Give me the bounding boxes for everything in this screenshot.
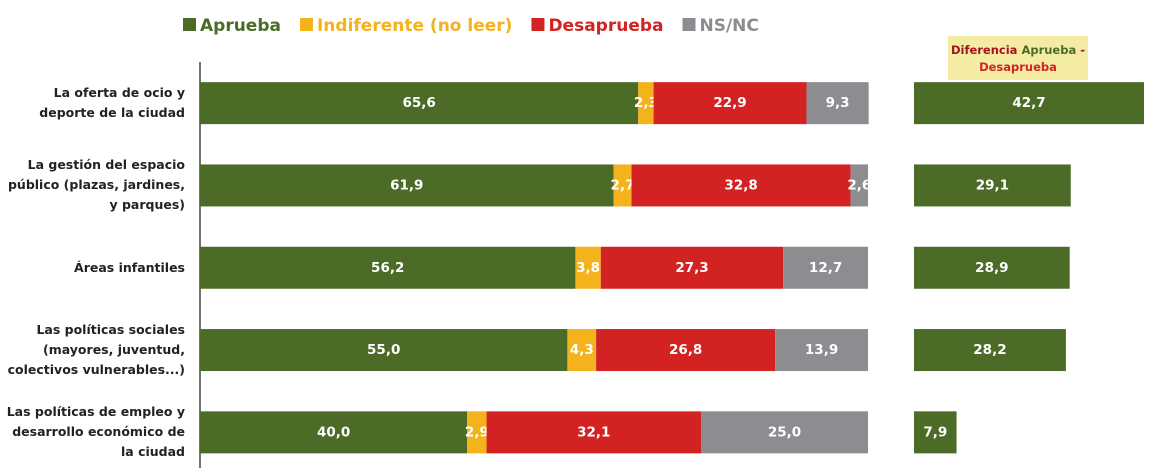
data-label: 2,6	[847, 177, 871, 193]
data-label: 26,8	[669, 342, 702, 358]
legend-swatch	[299, 18, 313, 31]
bar-segment	[850, 164, 868, 207]
data-label: 25,0	[768, 424, 801, 440]
category-label: Las políticas sociales (mayores, juventu…	[7, 322, 185, 378]
bar-segment	[200, 411, 468, 454]
bar-segment	[613, 164, 632, 207]
category-label: La gestión del espacio público (plazas, …	[7, 157, 185, 213]
diff-bar	[914, 246, 1070, 289]
category-label: Áreas infantiles	[74, 259, 185, 275]
data-label: 27,3	[675, 260, 708, 276]
diff-title: Diferencia Aprueba -	[951, 43, 1085, 57]
data-label: 13,9	[805, 342, 838, 358]
diff-label: 29,1	[976, 177, 1009, 193]
diff-header-box	[948, 36, 1088, 80]
bar-segment	[200, 164, 614, 207]
bar-segment	[701, 411, 868, 454]
data-label: 22,9	[713, 95, 746, 111]
legend-label: Aprueba	[200, 16, 281, 36]
data-label: 55,0	[367, 342, 400, 358]
data-label: 3,8	[576, 260, 600, 276]
bar-segment	[631, 164, 851, 207]
bar-segment	[486, 411, 701, 454]
data-label: 32,8	[724, 177, 757, 193]
data-label: 40,0	[317, 424, 350, 440]
diff-title-word: -	[1080, 43, 1085, 57]
diff-title: Desaprueba	[979, 60, 1057, 74]
bar-segment	[200, 329, 568, 372]
diff-title-word: Aprueba	[1021, 43, 1076, 57]
legend-label: NS/NC	[700, 16, 759, 36]
legend-label: Desaprueba	[548, 16, 663, 36]
bar-segment	[806, 82, 869, 125]
diff-title-word: Desaprueba	[979, 60, 1057, 74]
diff-label: 42,7	[1012, 95, 1045, 111]
legend-label: Indiferente (no leer)	[317, 16, 512, 36]
bar-segment	[567, 329, 597, 372]
data-label: 61,9	[390, 177, 423, 193]
diff-bar	[914, 164, 1071, 207]
data-label: 2,9	[465, 424, 489, 440]
bar-segment	[600, 246, 784, 289]
data-label: 2,7	[611, 177, 635, 193]
data-label: 4,3	[570, 342, 594, 358]
bar-segment	[575, 246, 601, 289]
diff-title-word: Diferencia	[951, 43, 1017, 57]
data-label: 32,1	[577, 424, 610, 440]
bar-segment	[775, 329, 868, 372]
diff-bar	[914, 411, 957, 454]
data-label: 12,7	[809, 260, 842, 276]
diff-label: 7,9	[923, 424, 947, 440]
data-label: 65,6	[402, 95, 435, 111]
bar-segment	[200, 82, 639, 125]
bar-segment	[638, 82, 654, 125]
legend-swatch	[183, 18, 196, 31]
data-label: 9,3	[826, 95, 850, 111]
bar-segment	[467, 411, 487, 454]
bar-segment	[653, 82, 807, 125]
data-label: 2,3	[634, 95, 658, 111]
bar-segment	[200, 246, 576, 289]
data-label: 56,2	[371, 260, 404, 276]
legend-swatch	[531, 18, 545, 31]
diff-label: 28,2	[973, 342, 1006, 358]
diff-bar	[914, 82, 1144, 125]
diff-label: 28,9	[975, 260, 1008, 276]
bar-segment	[596, 329, 776, 372]
category-label: Las políticas de empleo y desarrollo eco…	[6, 404, 185, 460]
diff-bar	[914, 329, 1066, 372]
legend-swatch	[682, 18, 696, 31]
category-label: La oferta de ocio y deporte de la ciudad	[39, 85, 185, 121]
bar-segment	[783, 246, 868, 289]
